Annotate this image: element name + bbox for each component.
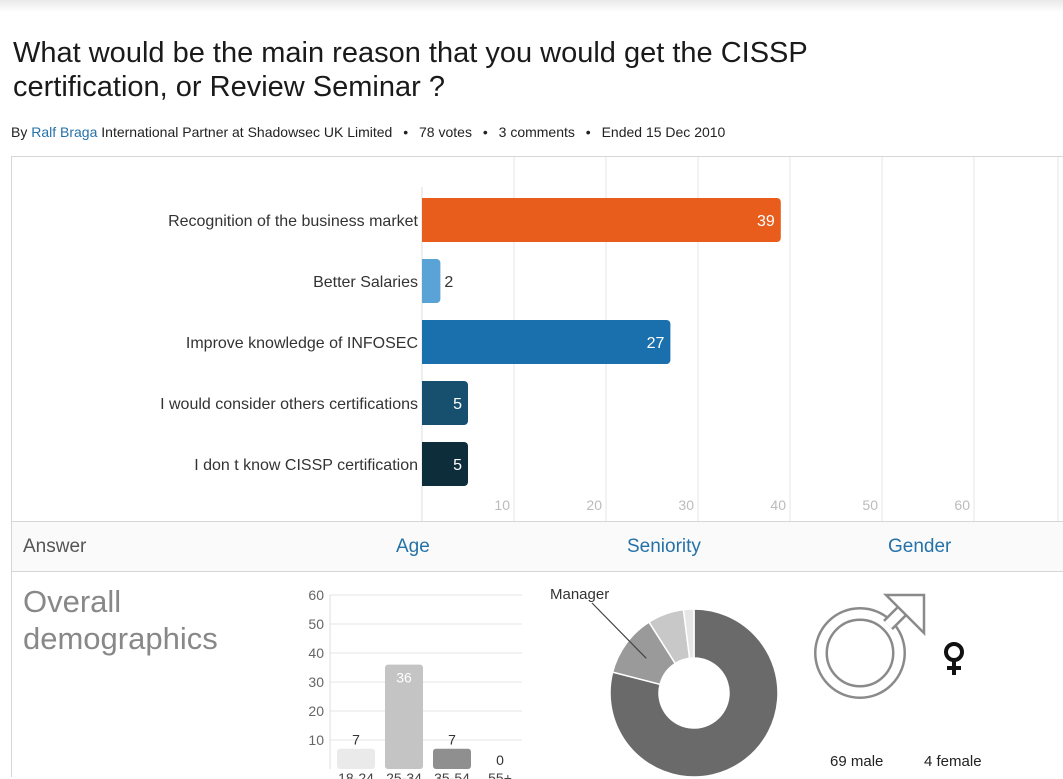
answer-bar xyxy=(422,442,468,486)
answer-bar-edge xyxy=(422,259,428,303)
age-value-label: 7 xyxy=(448,732,456,748)
age-bar xyxy=(337,748,375,769)
age-y-tick-label: 40 xyxy=(308,645,324,661)
age-y-tick-label: 50 xyxy=(308,616,324,632)
separator-dot: • xyxy=(403,124,409,140)
answer-bar-edge xyxy=(422,320,428,364)
female-symbol-icon xyxy=(944,642,964,675)
breakdown-tabs: Answer Age Seniority Gender xyxy=(12,521,1063,572)
tab-gender[interactable]: Gender xyxy=(888,536,952,557)
age-category-label: 18-24 xyxy=(338,770,374,779)
age-value-label: 0 xyxy=(496,752,504,768)
gender-breakdown: 69 male 4 female xyxy=(802,579,1063,779)
answer-bar xyxy=(422,198,781,242)
answer-value-label: 5 xyxy=(453,396,462,413)
age-value-label: 36 xyxy=(396,670,412,686)
x-tick-label: 30 xyxy=(678,497,694,513)
top-shadow xyxy=(0,0,1063,12)
poll-question-line2: certification, or Review Seminar ? xyxy=(13,71,445,103)
answer-value-label: 39 xyxy=(757,213,775,230)
ended-date: Ended 15 Dec 2010 xyxy=(601,124,726,140)
answer-bar xyxy=(422,381,468,425)
male-count: 69 male xyxy=(830,753,884,770)
answer-value-label: 5 xyxy=(453,457,462,474)
female-count: 4 female xyxy=(924,753,982,770)
poll-question-line1: What would be the main reason that you w… xyxy=(13,37,808,69)
answer-label: Better Salaries xyxy=(313,274,418,291)
seniority-leader-line xyxy=(591,602,647,659)
answer-bar-edge xyxy=(422,442,428,486)
seniority-label: Manager xyxy=(550,586,609,603)
vote-count: 78 votes xyxy=(419,124,472,140)
tab-seniority[interactable]: Seniority xyxy=(627,536,701,557)
x-tick-label: 10 xyxy=(494,497,510,513)
answer-label: I would consider others certifications xyxy=(160,396,418,413)
age-y-tick-label: 60 xyxy=(308,587,324,603)
comment-count[interactable]: 3 comments xyxy=(498,124,575,140)
x-tick-label: 60 xyxy=(954,497,970,513)
separator-dot: • xyxy=(585,124,591,140)
age-category-label: 55+ xyxy=(488,770,512,779)
x-tick-label: 50 xyxy=(862,497,878,513)
by-prefix: By xyxy=(11,124,28,140)
age-y-tick-label: 10 xyxy=(308,732,324,748)
byline: By Ralf Braga International Partner at S… xyxy=(11,124,725,140)
answer-label: Recognition of the business market xyxy=(168,213,418,230)
age-category-label: 35-54 xyxy=(434,770,470,779)
tab-age[interactable]: Age xyxy=(396,536,430,557)
poll-question: What would be the main reason that you w… xyxy=(13,36,1053,104)
results-bar-chart: 10 20 30 40 50 60 Recognition of the business … xyxy=(160,157,1059,521)
seniority-slice xyxy=(609,608,779,778)
age-bar xyxy=(433,748,471,769)
answer-bar xyxy=(422,320,671,364)
demographics-title: Overall demographics xyxy=(23,584,218,656)
age-y-tick-label: 30 xyxy=(308,674,324,690)
answer-label: I don t know CISSP certification xyxy=(194,457,418,474)
poll-results-card: 10 20 30 40 50 60 Recognition of the business … xyxy=(11,156,1063,779)
author-title: International Partner at Shadowsec UK Li… xyxy=(101,124,393,140)
x-tick-label: 20 xyxy=(586,497,602,513)
author-link[interactable]: Ralf Braga xyxy=(31,124,98,140)
answer-value-label: 27 xyxy=(647,335,665,352)
age-bar-chart: 10 20 30 40 50 60 7 18-24 36 25-34 7 35-54 0 55+ xyxy=(308,587,522,779)
answer-value-label: 2 xyxy=(444,274,453,291)
answer-bar-edge xyxy=(422,381,428,425)
seniority-slice xyxy=(682,608,695,660)
tab-answer: Answer xyxy=(23,536,87,557)
age-bar xyxy=(385,664,423,769)
answer-bar-edge xyxy=(422,198,428,242)
separator-dot: • xyxy=(482,124,488,140)
age-value-label: 7 xyxy=(352,732,360,748)
seniority-donut-chart: Manager xyxy=(550,586,779,778)
age-category-label: 25-34 xyxy=(386,770,422,779)
answer-label: Improve knowledge of INFOSEC xyxy=(186,335,418,352)
age-y-tick-label: 20 xyxy=(308,703,324,719)
male-symbol-icon xyxy=(814,593,926,699)
x-tick-label: 40 xyxy=(770,497,786,513)
